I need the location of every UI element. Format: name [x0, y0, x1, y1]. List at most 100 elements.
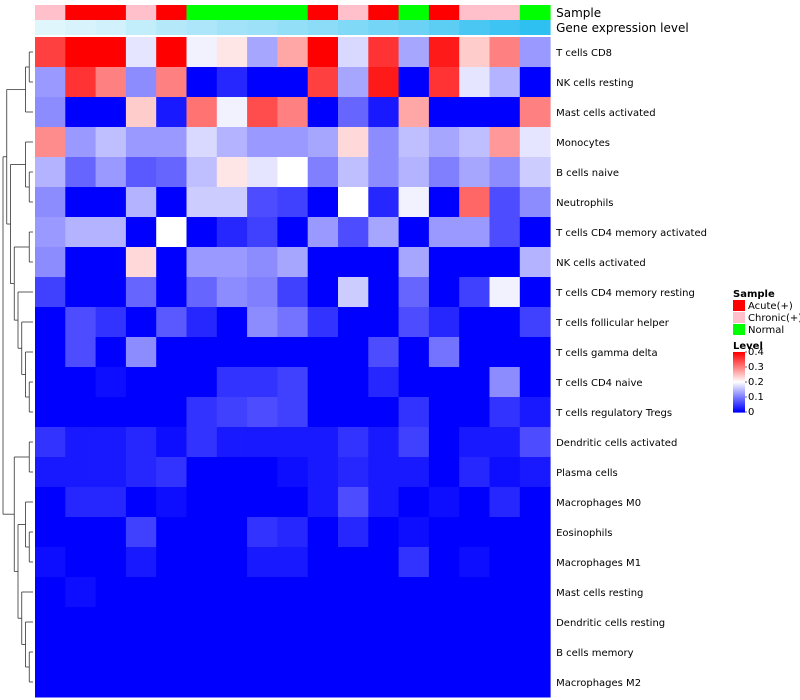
heatmap-cell: [489, 427, 521, 458]
heatmap-cell: [35, 547, 66, 578]
heatmap-cell: [216, 427, 248, 458]
heatmap-cell: [277, 547, 309, 578]
annotation-cell-gene-level: [428, 20, 460, 35]
legend-gradient-step: [733, 384, 745, 386]
heatmap-cell: [35, 517, 66, 548]
heatmap-cell: [125, 157, 157, 188]
heatmap-cell: [95, 637, 127, 668]
row-label: Plasma cells: [556, 468, 618, 479]
heatmap-cell: [519, 247, 551, 278]
heatmap-cell: [216, 457, 248, 488]
annotation-cell-sample: [519, 5, 551, 20]
heatmap-cell: [368, 337, 400, 368]
legend-gradient-step: [733, 362, 745, 364]
annotation-cell-sample: [307, 5, 339, 20]
heatmap-cell: [519, 217, 551, 248]
heatmap-cell: [307, 367, 339, 398]
heatmap-cell: [65, 487, 97, 518]
row-label: Macrophages M2: [556, 678, 641, 689]
heatmap-cell: [156, 637, 187, 668]
heatmap-cell: [247, 427, 278, 458]
heatmap-cell: [459, 547, 490, 578]
heatmap-cell: [247, 547, 278, 578]
legend-gradient-step: [733, 364, 745, 366]
heatmap-cell: [125, 277, 157, 308]
heatmap-cell: [368, 277, 400, 308]
heatmap-cell: [216, 127, 248, 158]
heatmap-cell: [247, 337, 278, 368]
heatmap-cell: [247, 397, 278, 428]
heatmap-cell: [125, 247, 157, 278]
heatmap-cell: [489, 337, 521, 368]
heatmap-cell: [459, 97, 490, 128]
legend-gradient-step: [733, 363, 745, 365]
heatmap-cell: [156, 97, 187, 128]
heatmap-cell: [338, 607, 369, 638]
heatmap-cell: [156, 217, 187, 248]
heatmap-cell: [398, 517, 430, 548]
heatmap-cell: [247, 277, 278, 308]
heatmap-cell: [277, 307, 309, 338]
heatmap-cell: [338, 247, 369, 278]
legend-gradient-step: [733, 353, 745, 355]
heatmap-cell: [277, 277, 309, 308]
heatmap-cell: [338, 547, 369, 578]
heatmap-cell: [186, 667, 218, 698]
heatmap-cell: [519, 427, 551, 458]
legend-gradient-step: [733, 354, 745, 356]
legend-gradient-step: [733, 394, 745, 396]
heatmap-cell: [277, 247, 309, 278]
annotation-cell-sample: [398, 5, 430, 20]
heatmap-cell: [35, 127, 66, 158]
heatmap-cell: [368, 517, 400, 548]
row-label: Neutrophils: [556, 198, 613, 209]
heatmap-cell: [489, 67, 521, 98]
heatmap-cell: [65, 247, 97, 278]
heatmap-cell: [216, 547, 248, 578]
heatmap-cell: [489, 607, 521, 638]
heatmap-cell: [247, 307, 278, 338]
heatmap-cell: [65, 67, 97, 98]
heatmap-cell: [307, 37, 339, 68]
heatmap-cell: [338, 307, 369, 338]
heatmap-cell: [459, 217, 490, 248]
annotation-cell-gene-level: [368, 20, 400, 35]
row-label: Mast cells resting: [556, 588, 643, 599]
heatmap-cell: [368, 577, 400, 608]
heatmap-cell: [307, 127, 339, 158]
heatmap-cell: [338, 187, 369, 218]
legend-gradient-step: [733, 357, 745, 359]
heatmap-cell: [489, 367, 521, 398]
heatmap-cell: [186, 487, 218, 518]
annotation-cell-sample: [459, 5, 490, 20]
heatmap-cell: [186, 67, 218, 98]
heatmap-cell: [398, 247, 430, 278]
legend-gradient-step: [733, 369, 745, 371]
heatmap-cell: [519, 637, 551, 668]
heatmap-cell: [489, 667, 521, 698]
legend-gradient-step: [733, 383, 745, 385]
heatmap-cell: [368, 97, 400, 128]
annotation-cell-sample: [216, 5, 248, 20]
heatmap-cell: [216, 277, 248, 308]
row-label: Macrophages M0: [556, 498, 641, 509]
heatmap-cell: [368, 127, 400, 158]
heatmap-cell: [95, 247, 127, 278]
heatmap-cell: [247, 487, 278, 518]
heatmap-cell: [216, 67, 248, 98]
heatmap-cell: [156, 517, 187, 548]
heatmap-cell: [35, 157, 66, 188]
heatmap-cell: [489, 127, 521, 158]
heatmap-cell: [156, 127, 187, 158]
heatmap-cell: [307, 187, 339, 218]
heatmap-cell: [186, 217, 218, 248]
heatmap-cell: [368, 157, 400, 188]
heatmap-cell: [489, 457, 521, 488]
heatmap-cell: [216, 37, 248, 68]
legend-gradient-step: [733, 378, 745, 380]
heatmap-cell: [247, 127, 278, 158]
heatmap-cell: [277, 577, 309, 608]
heatmap-cell: [95, 457, 127, 488]
heatmap-cell: [459, 337, 490, 368]
